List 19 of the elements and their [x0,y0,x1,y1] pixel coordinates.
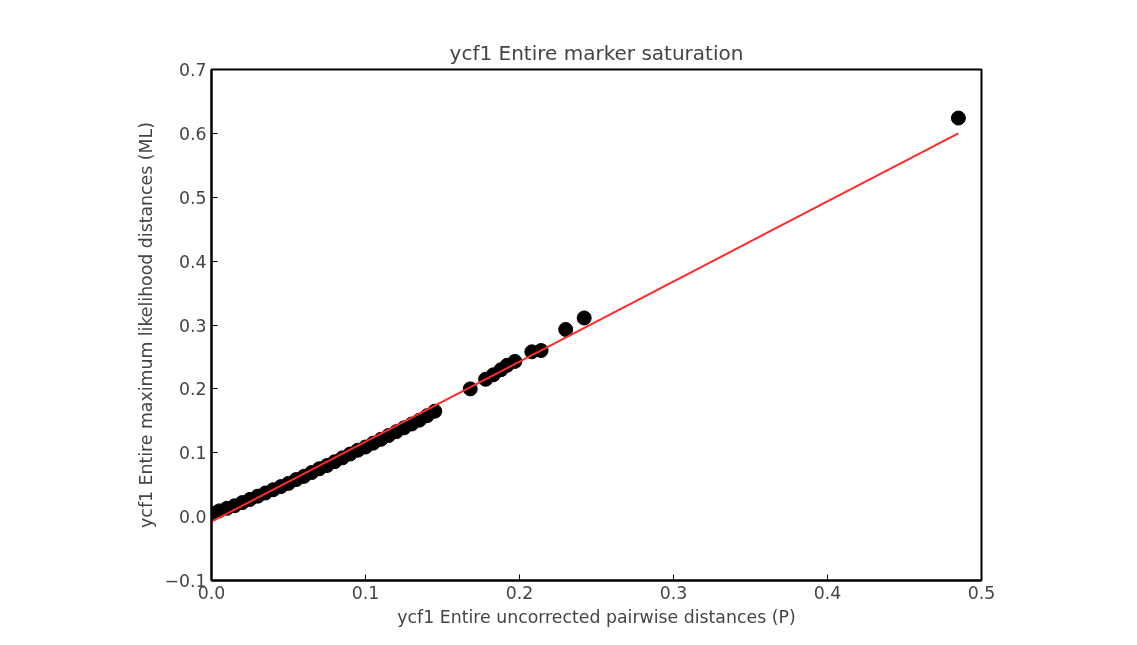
point [558,321,574,337]
y-tick-label: 0.2 [178,379,207,400]
y-tick-label: 0.7 [178,60,207,80]
x-tick-label: 0.2 [505,582,534,603]
point [950,110,966,126]
y-tick-label: 0.3 [178,315,207,336]
y-tick-label: 0.0 [178,507,207,528]
y-tick-label: 0.4 [178,251,207,272]
x-axis-title: ycf1 Entire uncorrected pairwise distances (P) [397,606,796,627]
y-tick-label: 0.5 [178,187,207,208]
y-tick-label: 0.6 [178,123,207,144]
y-axis-title: ycf1 Entire maximum likelihood distances (ML) [136,122,157,528]
x-tick-label: 0.5 [967,582,996,603]
x-tick-label: 0.3 [659,582,688,603]
x-tick-label: 0.1 [351,582,380,603]
point [576,310,592,326]
x-tick-label: 0.4 [813,582,842,603]
y-tick-label: 0.1 [178,443,207,464]
chart-title: ycf1 Entire marker saturation [449,40,744,65]
